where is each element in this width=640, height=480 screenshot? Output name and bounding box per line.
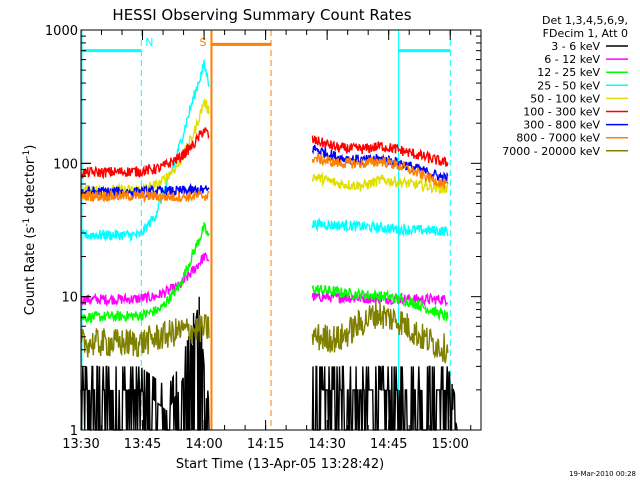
night-label: N <box>145 36 153 49</box>
legend-label: 50 - 100 keV <box>530 92 600 105</box>
legend-label: 12 - 25 keV <box>537 66 600 79</box>
series-100-300-kev <box>80 127 449 180</box>
x-tick-label: 14:45 <box>370 437 407 452</box>
legend-label: 300 - 800 keV <box>523 119 600 132</box>
series-25-50-kev <box>80 59 449 243</box>
series-line <box>311 152 449 189</box>
legend-label: 25 - 50 keV <box>537 79 600 92</box>
series-line <box>80 127 210 180</box>
series-line <box>80 314 210 358</box>
legend-label: 6 - 12 keV <box>544 53 600 66</box>
x-axis-label: Start Time (13-Apr-05 13:28:42) <box>176 457 384 472</box>
x-tick-label: 14:00 <box>185 437 222 452</box>
x-tick-label: 15:00 <box>431 437 468 452</box>
legend-label: 800 - 7000 keV <box>516 132 600 145</box>
series-line <box>311 284 449 322</box>
legend-header: Det 1,3,4,5,6,9, <box>542 14 628 27</box>
series-line <box>311 135 449 167</box>
series-line <box>311 365 458 431</box>
legend: Det 1,3,4,5,6,9,FDecim 1, Att 03 - 6 keV… <box>502 14 628 158</box>
saa-label: S <box>199 36 206 49</box>
series-line <box>311 144 449 185</box>
series-line <box>80 187 210 204</box>
legend-header: FDecim 1, Att 0 <box>543 27 628 40</box>
x-tick-label: 13:45 <box>124 437 161 452</box>
footer-date: 19-Mar-2010 00:28 <box>569 470 636 478</box>
legend-label: 7000 - 20000 keV <box>502 145 600 158</box>
chart-title: HESSI Observing Summary Count Rates <box>112 6 411 24</box>
series-layer <box>80 59 458 431</box>
plot-frame <box>80 29 482 431</box>
y-tick-label: 10 <box>61 291 78 306</box>
x-tick-label: 13:30 <box>62 437 99 452</box>
y-tick-label: 1000 <box>45 24 78 39</box>
series-300-800-kev <box>80 144 449 199</box>
series-line <box>311 300 449 364</box>
series-7000-20000-kev <box>80 300 449 364</box>
series-line <box>80 59 210 243</box>
series-line <box>311 216 449 237</box>
axes-layer: 1 10 100 1000 13:30 13:45 14:00 14:15 14:30 14:45… <box>45 24 482 452</box>
series-line <box>311 171 449 195</box>
series-line <box>80 222 210 324</box>
y-axis-label: Count Rate (s-1 detector-1) <box>22 145 38 316</box>
legend-label: 3 - 6 keV <box>551 40 600 53</box>
legend-label: 100 - 300 keV <box>523 106 600 119</box>
series-line <box>80 252 210 308</box>
series-12-25-kev <box>80 222 449 324</box>
series-line <box>80 182 210 199</box>
y-tick-label: 1 <box>70 424 78 439</box>
x-tick-label: 14:15 <box>247 437 284 452</box>
series-800-7000-kev <box>80 152 449 204</box>
y-tick-label: 100 <box>53 157 78 172</box>
x-tick-label: 14:30 <box>308 437 345 452</box>
